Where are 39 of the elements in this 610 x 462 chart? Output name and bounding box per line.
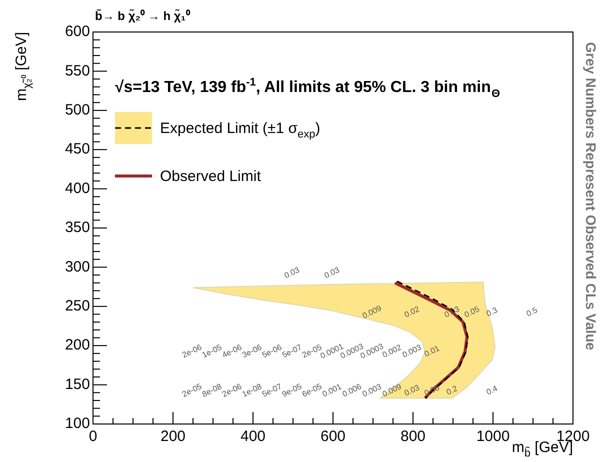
y-tick-label: 100 xyxy=(64,415,90,432)
y-tick-label: 150 xyxy=(64,376,90,393)
annotation: 0.3 xyxy=(484,305,500,318)
x-tick-label: 600 xyxy=(320,428,346,446)
x-tick-label: 1000 xyxy=(476,428,510,446)
chart-title: b̃→ b χ̃₂⁰ → h χ̃₁⁰ xyxy=(95,9,191,23)
annotation: 0.003 xyxy=(360,382,384,399)
annotation: 0.02 xyxy=(402,304,422,320)
y-tick-label: 500 xyxy=(64,102,90,119)
legend-label: Observed Limit xyxy=(160,168,262,185)
annotation: 0.5 xyxy=(524,305,540,318)
annotation: 0.08 xyxy=(422,382,442,398)
y-tick-label: 550 xyxy=(64,62,90,80)
x-tick-label: 200 xyxy=(160,428,186,446)
y-tick-label: 400 xyxy=(64,180,90,197)
y-tick-label: 200 xyxy=(64,336,90,354)
annotation: 0.01 xyxy=(422,344,442,359)
y-axis-title: mχ̃₂⁰ [GeV] xyxy=(13,32,34,102)
annotation: 0.006 xyxy=(340,382,364,399)
annotation: 0.4 xyxy=(484,384,500,397)
annotation: 0.2 xyxy=(444,384,460,397)
annotation: 0.003 xyxy=(400,342,424,360)
x-tick-label: 400 xyxy=(240,428,266,446)
annotation: 0.03 xyxy=(282,265,302,280)
y-tick-label: 300 xyxy=(64,258,90,276)
y-tick-label: 600 xyxy=(64,23,90,40)
y-tick-label: 350 xyxy=(64,219,90,236)
x-tick-label: 0 xyxy=(88,428,98,446)
annotation: 0.03 xyxy=(402,382,422,398)
annotation: 0.05 xyxy=(462,304,482,320)
annotation: 0.009 xyxy=(360,303,384,320)
annotation: 5e-07 xyxy=(280,342,304,360)
x-tick-label: 800 xyxy=(400,428,426,446)
annotation: 0.009 xyxy=(380,382,404,399)
text: Grey Numbers Represent Observed CLs Value xyxy=(583,42,599,350)
annotation: 0.03 xyxy=(322,265,342,280)
annotation: 0.03 xyxy=(442,304,462,320)
y-tick-label: 250 xyxy=(64,298,90,315)
y-tick-label: 450 xyxy=(64,140,90,158)
